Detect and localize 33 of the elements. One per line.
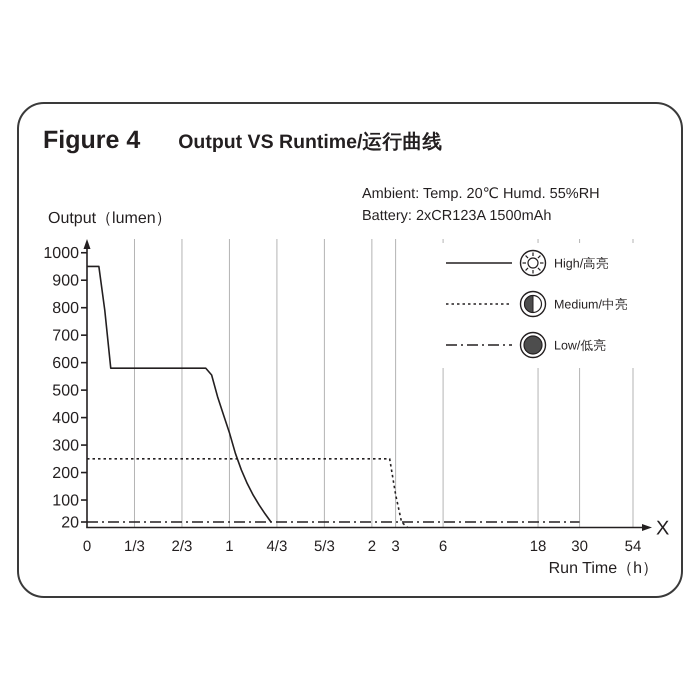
y-axis-title: Output（lumen） xyxy=(48,210,172,227)
x-tick-label: 5/3 xyxy=(314,538,335,555)
x-tick-label: 54 xyxy=(624,538,642,555)
x-tick-label: 30 xyxy=(571,538,588,555)
y-tick-label: 200 xyxy=(52,465,80,482)
chart-subtitle: Output VS Runtime/运行曲线 xyxy=(178,131,442,153)
y-tick-label: 800 xyxy=(52,300,80,318)
y-tick-label: 900 xyxy=(52,272,80,290)
chart-title: Figure 4 xyxy=(43,126,140,154)
x-tick-label: 6 xyxy=(438,538,448,555)
legend-label: High/高亮 xyxy=(554,256,610,270)
y-tick-label: 500 xyxy=(52,382,80,400)
legend-label: Low/低亮 xyxy=(554,338,606,352)
x-tick-label: 18 xyxy=(530,538,546,555)
y-tick-label: 20 xyxy=(61,514,80,532)
legend-label: Medium/中亮 xyxy=(554,296,628,312)
y-tick-label: 400 xyxy=(52,410,80,428)
x-tick-label: 0 xyxy=(82,538,92,555)
text: X xyxy=(656,518,670,540)
y-tick-label: 700 xyxy=(52,328,80,345)
text: Battery: 2xCR123A 1500mAh xyxy=(362,208,552,224)
y-tick-label: 600 xyxy=(52,355,80,372)
x-tick-label: 2/3 xyxy=(172,538,192,555)
x-tick-label: 2 xyxy=(368,538,376,555)
x-tick-label: 3 xyxy=(391,538,400,555)
x-tick-label: 1 xyxy=(225,538,234,555)
x-tick-label: 1/3 xyxy=(124,538,145,555)
y-tick-label: 1000 xyxy=(43,245,80,262)
y-tick-label: 300 xyxy=(52,438,80,455)
text: Ambient: Temp. 20℃ Humd. 55%RH xyxy=(362,186,600,202)
y-tick-label: 100 xyxy=(52,492,80,510)
x-axis-title: Run Time（h） xyxy=(548,560,658,577)
x-tick-label: 4/3 xyxy=(266,538,288,555)
